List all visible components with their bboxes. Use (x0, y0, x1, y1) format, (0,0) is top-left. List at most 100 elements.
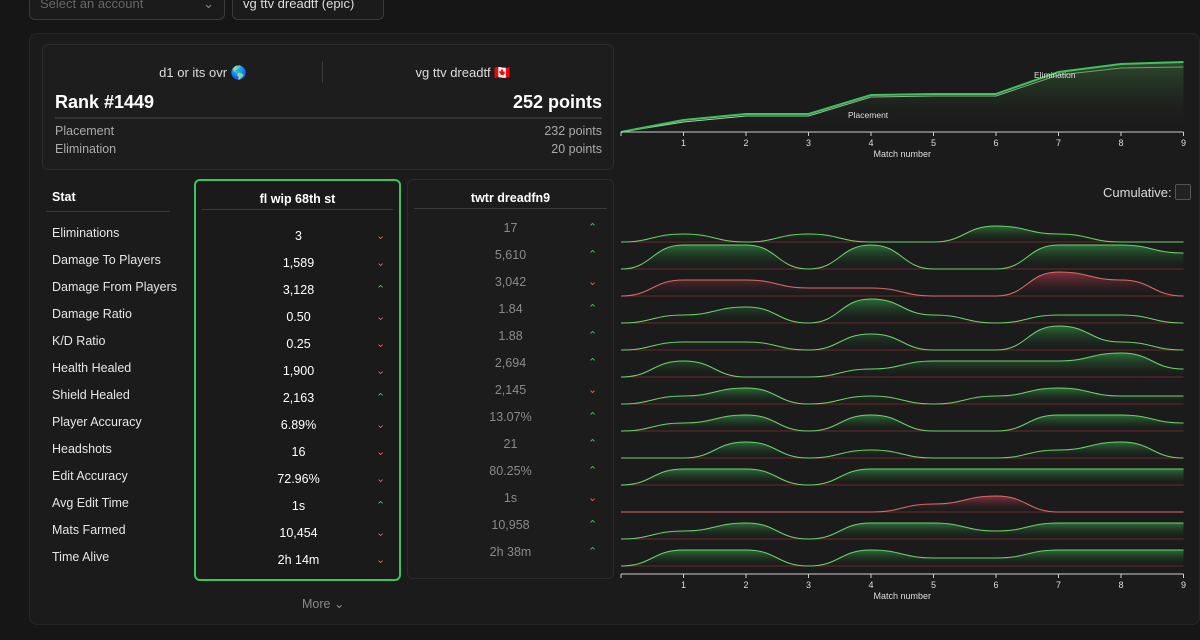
x-axis-label: Match number (873, 591, 931, 601)
ridge-line (620, 271, 1184, 297)
stat-value: 72.96% (277, 472, 320, 486)
player-column-2-title: twtr dreadfn9 (470, 191, 551, 205)
rank-card: d1 or its ovr 🌎 vg ttv dreadtf 🇨🇦 Rank #… (42, 44, 614, 170)
points-bar (55, 117, 602, 119)
stat-value: 2,145 (494, 383, 527, 397)
arrow-down-icon: ⌄ (376, 311, 386, 323)
placement-label: Placement (55, 124, 115, 138)
arrow-up-icon: ⌃ (588, 249, 598, 261)
x-tick-label: 7 (1056, 580, 1061, 590)
ridge-area (621, 272, 1184, 296)
ridge-line (620, 549, 1184, 567)
stat-label: Shield Healed (52, 388, 130, 402)
player-column-1[interactable]: fl wip 68th st 3 ⌄ 1,589 ⌄ 3,128 ⌃ 0.50 ⌄ 0.25 ⌄ 1… (194, 179, 401, 581)
teammate-left[interactable]: d1 or its ovr 🌎 (159, 65, 247, 80)
ridge-line (620, 468, 1184, 486)
player-search-value: vg ttv dreadtf (epic) (243, 0, 355, 11)
account-select-placeholder: Select an account (40, 0, 144, 11)
ridge-line (620, 244, 1184, 270)
points-value: 252 points (512, 92, 602, 112)
stat-value: 0.25 (286, 337, 311, 351)
ridge-area (621, 326, 1184, 350)
x-tick-label: 1 (681, 580, 686, 590)
elimination-row: Elimination 20 points (55, 142, 602, 156)
ridge-line (620, 414, 1184, 432)
stat-label: Time Alive (52, 550, 110, 564)
arrow-up-icon: ⌃ (588, 546, 598, 558)
stat-value: 6.89% (280, 418, 317, 432)
arrow-down-icon: ⌄ (588, 492, 598, 504)
x-tick-label: 6 (993, 138, 998, 148)
ridge-area (621, 226, 1184, 242)
stat-value: 2,694 (494, 356, 527, 370)
stat-value: 21 (503, 437, 518, 451)
x-tick-label: 7 (1056, 138, 1061, 148)
stat-label: Player Accuracy (52, 415, 142, 429)
stat-column-header: Stat (52, 190, 76, 204)
arrow-up-icon: ⌃ (376, 500, 386, 512)
stat-label: Avg Edit Time (52, 496, 129, 510)
stat-label: Edit Accuracy (52, 469, 128, 483)
x-tick-label: 5 (931, 580, 936, 590)
stat-value: 2,163 (282, 391, 315, 405)
arrow-down-icon: ⌄ (376, 365, 386, 377)
stat-header-underline (46, 211, 170, 212)
cumulative-checkbox[interactable] (1175, 184, 1191, 200)
x-tick-label: 8 (1118, 580, 1123, 590)
more-label: More (302, 597, 331, 611)
x-tick-label: 3 (806, 138, 811, 148)
arrow-down-icon: ⌄ (376, 527, 386, 539)
placement-value: 232 points (544, 124, 602, 138)
rank-value: Rank #1449 (55, 92, 155, 112)
arrow-down-icon: ⌄ (376, 257, 386, 269)
stat-value: 17 (503, 221, 518, 235)
series-line (620, 61, 1184, 133)
player-column-1-title: fl wip 68th st (259, 192, 336, 206)
stat-value: 1,589 (282, 256, 315, 270)
ridge-line (620, 352, 1184, 378)
x-tick-label: 5 (931, 138, 936, 148)
more-button[interactable]: More ⌄ (302, 596, 344, 611)
ridge-line (620, 387, 1184, 405)
arrow-up-icon: ⌃ (376, 392, 386, 404)
stat-value: 5,610 (494, 248, 527, 262)
stat-value: 1.84 (498, 302, 523, 316)
annotation: Placement (848, 110, 889, 120)
player-column-2[interactable]: twtr dreadfn9 17 ⌃ 5,610 ⌃ 3,042 ⌄ 1.84 ⌃ 1.88 ⌃ 2… (407, 179, 614, 579)
placement-chart: Placement Elimination 1 2 3 4 5 6 7 8 9 Match numbe… (620, 61, 1186, 159)
cumulative-label: Cumulative: (1103, 185, 1172, 200)
arrow-down-icon: ⌄ (376, 419, 386, 431)
ridge-line (621, 495, 1184, 513)
ridge-area (621, 550, 1184, 566)
arrow-down-icon: ⌄ (376, 338, 386, 350)
stat-label: Damage Ratio (52, 307, 132, 321)
x-tick-label: 3 (806, 580, 811, 590)
stat-label: Headshots (52, 442, 112, 456)
teammate-right[interactable]: vg ttv dreadtf 🇨🇦 (415, 65, 511, 80)
ridge-area (621, 442, 1184, 458)
stat-value: 16 (291, 445, 306, 459)
arrow-up-icon: ⌃ (588, 411, 598, 423)
chevron-down-icon: ⌄ (333, 597, 345, 611)
x-tick-label: 9 (1181, 580, 1186, 590)
x-tick-label: 2 (743, 138, 748, 148)
stat-value: 1.88 (498, 329, 523, 343)
annotation: Elimination (1034, 70, 1076, 80)
ridge-line (620, 325, 1184, 351)
stat-value: 0.50 (286, 310, 311, 324)
arrow-down-icon: ⌄ (376, 230, 386, 242)
stat-value: 1s (503, 491, 518, 505)
arrow-up-icon: ⌃ (588, 519, 598, 531)
stat-value: 10,958 (491, 518, 530, 532)
stat-label: Damage From Players (52, 280, 178, 294)
stat-label: Health Healed (52, 361, 132, 375)
arrow-up-icon: ⌃ (376, 284, 386, 296)
x-tick-label: 8 (1118, 138, 1123, 148)
account-select[interactable]: Select an account ⌄ (29, 0, 225, 20)
player-search-input[interactable]: vg ttv dreadtf (epic) (232, 0, 384, 20)
ridge-line (621, 441, 1184, 459)
ridge-line (620, 298, 1184, 324)
divider (322, 61, 323, 83)
stat-value: 2h 38m (489, 545, 532, 559)
column-underline (414, 208, 607, 209)
